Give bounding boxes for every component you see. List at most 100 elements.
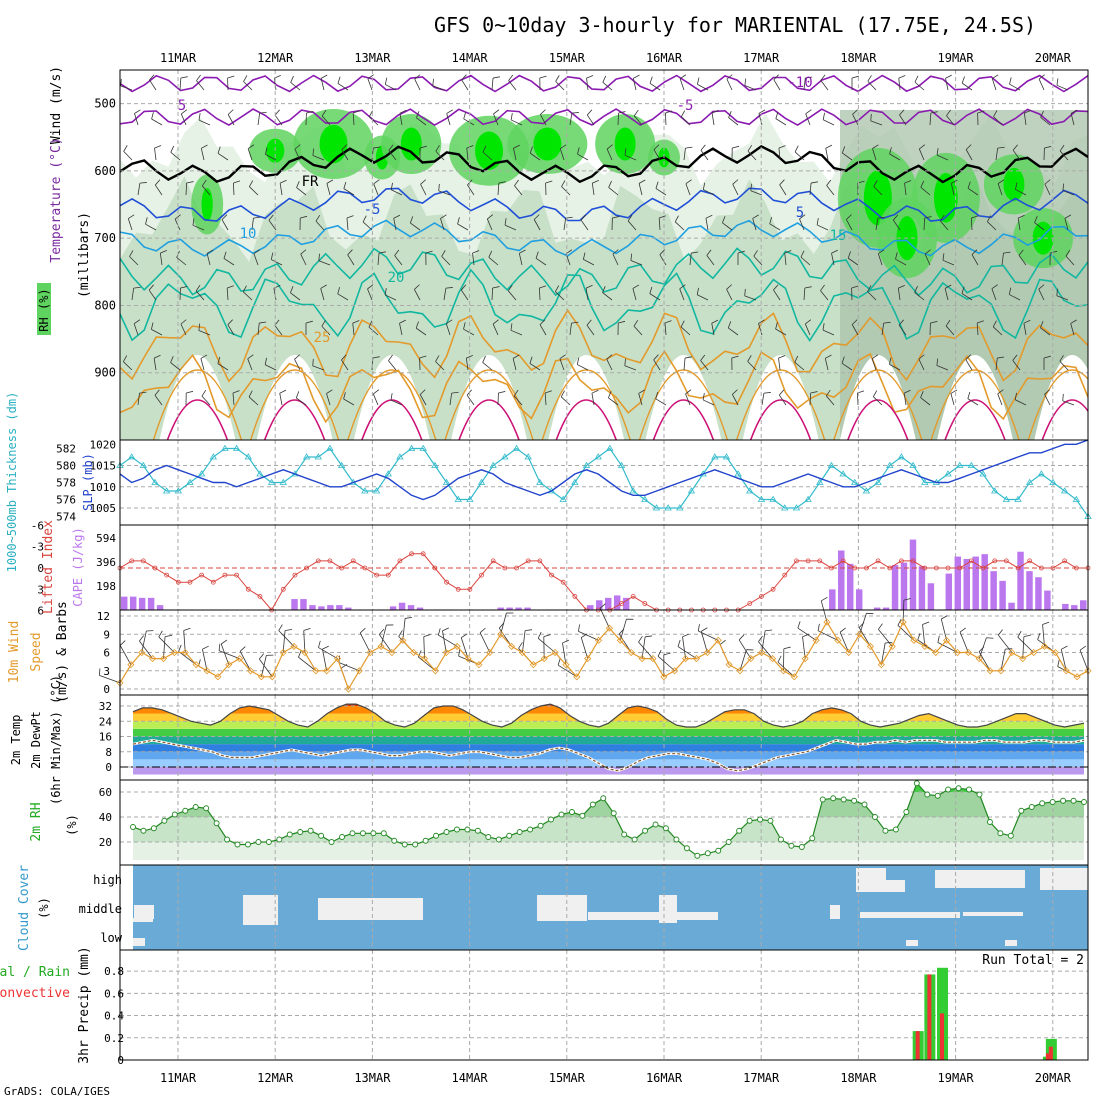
wind-barb [268,220,277,231]
lifted-index-point [992,558,998,564]
wind-barb-flag [181,109,188,115]
temperature-band [133,751,1084,760]
rh2m-point [391,837,398,844]
wind-barb-flag [507,284,513,292]
contour-label: 5 [796,205,804,221]
wind-barb-flag [583,252,586,260]
wind-barb [227,324,235,336]
wind-barb [679,288,685,301]
isotherm-warm [1027,369,1088,440]
lifted-index-point [525,558,531,564]
wind-barb-flag [732,145,740,149]
wind-barb-flag [825,389,831,397]
wind-barb [482,151,493,161]
wind-barb-flag [977,320,984,324]
rh2m-point [621,831,628,838]
wind-speed-point [605,624,614,632]
isotherm-line [120,219,1088,257]
wind-speed-point [214,673,222,681]
wind-barb-flag [618,320,626,324]
wind-barb [326,183,331,196]
cape-bar [613,595,621,610]
thickness-point [676,504,684,511]
wind-barb [732,184,739,196]
wind-barb [920,186,931,196]
wind-barb-flag [719,639,726,645]
wind-barb [120,85,133,91]
cape-bar [1062,603,1069,610]
wind-barb [472,253,475,266]
contour-layer [120,74,1088,440]
lifted-index-point [479,572,484,578]
wind-speed-point [682,655,690,663]
wind-barb-flag [133,286,141,289]
contour-label: 5 [178,98,186,114]
precip-axis-label: 3hr Precip (mm) [77,946,92,1063]
wind-barb-flag [684,356,693,359]
wind-barb-flag [638,635,643,643]
tick-label: 15MAR [549,51,586,65]
wind-barb [889,153,901,161]
wind-barb [997,183,1003,196]
wind-speed-point [845,648,853,657]
thickness-point [734,470,742,477]
wind-barb-flag [851,285,859,289]
tick-label: 1010 [90,481,117,494]
rh2m-point [1007,832,1014,839]
wind-barb [137,183,141,196]
wind-barb-flag [961,76,965,84]
wind-barb-flag [1040,321,1044,328]
rh2m-point [286,831,293,838]
wind-barb-flag [510,112,513,120]
wind-barb-flag [805,109,812,115]
wind-barb-flag [747,355,752,362]
wind-barb [775,328,787,336]
wind-barb-flag [154,389,160,396]
wind-barb [217,363,229,371]
thickness-point [1049,478,1057,485]
wind-barb-flag [705,214,713,219]
wind-barb-flag [971,215,979,219]
cloud-high-fill [885,880,905,892]
rh2m-point [851,797,858,804]
wind-barb [700,360,709,371]
wind-barb-flag [1034,216,1038,223]
wind-barb [1060,649,1067,671]
wind-speed-point [1051,648,1059,657]
wind-barb [391,189,403,196]
wind-speed-point [888,642,896,650]
rh2m-point [234,841,241,848]
wind-barb-flag [259,111,267,114]
wind-barb [816,224,829,231]
wind-barb-flag [321,320,326,327]
tick-label: 14MAR [452,1071,489,1085]
wind-barb [220,643,230,665]
cape-bar [398,602,406,610]
isotherm-warm [930,369,1020,440]
wind-barb-flag [967,181,971,189]
wind-barb-flag [435,145,440,152]
wind-barb [123,151,133,161]
wind-barb-flag [1040,110,1044,118]
wind-speed-point [344,685,352,693]
wind-barb-flag [758,319,765,324]
wind-barb [653,359,661,371]
temperature-band [133,744,1084,752]
wind-barb [249,186,259,196]
wind-barb [993,116,1003,126]
wind-speed-point [333,655,342,663]
rh2m-band [133,842,1084,860]
wind-speed-point [420,655,429,663]
wind-barb [482,362,493,371]
tick-label: 0 [103,683,110,696]
wind-barb [123,361,133,371]
wind-barb-flag [872,144,879,149]
dry-plume [548,355,625,440]
wind-barb-flag [145,217,148,225]
isotherm-warm [638,369,729,440]
wind-speed-point [834,636,842,644]
wind-barb [559,148,565,161]
wind-barb [728,117,739,126]
cape-bar [838,550,845,610]
wind-barb-flag [446,319,453,324]
